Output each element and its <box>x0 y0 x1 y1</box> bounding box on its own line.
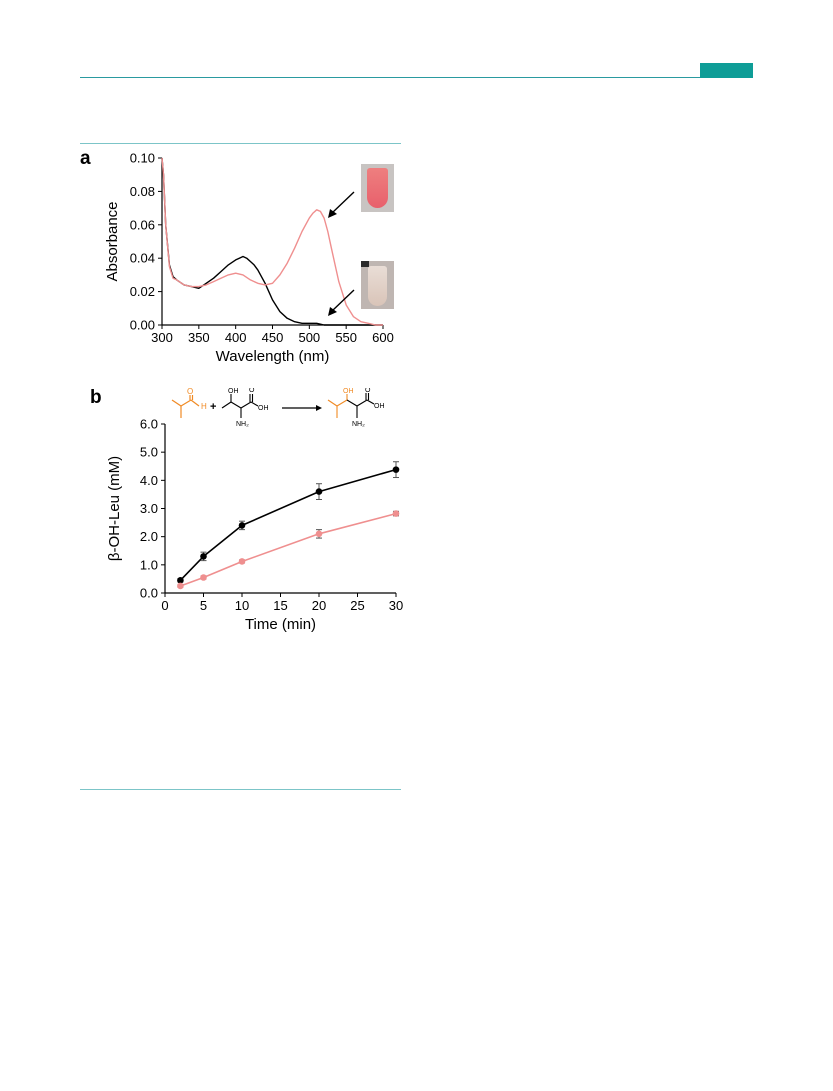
arrow-to-pink-peak <box>331 191 355 214</box>
y-tick-label: 0.10 <box>130 151 155 166</box>
x-tick-label: 30 <box>389 598 403 613</box>
x-tick-label: 450 <box>262 330 284 345</box>
y-tick-label: 4.0 <box>140 473 158 488</box>
y-tick-label: 0.02 <box>130 284 155 299</box>
data-point <box>392 510 400 517</box>
header-rule <box>80 77 753 78</box>
y-tick-label: 3.0 <box>140 501 158 516</box>
pink-vial-photo <box>361 164 394 212</box>
series-pink <box>161 157 383 326</box>
x-tick-label: 500 <box>298 330 320 345</box>
series-pink-line <box>161 157 383 326</box>
y-axis-title: Absorbance <box>104 201 121 281</box>
x-tick-label: 350 <box>188 330 210 345</box>
data-point <box>315 488 323 495</box>
product-oh-label: OH <box>343 388 354 395</box>
data-point <box>177 582 184 590</box>
product-structure <box>327 393 375 418</box>
arrowhead-black <box>328 307 337 316</box>
x-tick-label: 5 <box>200 598 207 613</box>
data-point <box>238 522 246 529</box>
y-tick-label: 2.0 <box>140 529 158 544</box>
product-cooh-label: OH <box>374 403 385 410</box>
x-tick-label: 20 <box>312 598 326 613</box>
x-tick-label: 10 <box>235 598 249 613</box>
series-black <box>161 157 383 326</box>
reaction-arrow <box>282 405 322 411</box>
data-point <box>315 530 323 538</box>
data-point <box>392 466 400 473</box>
x-tick-label: 25 <box>350 598 364 613</box>
series-black-line <box>179 468 397 581</box>
x-tick-label: 15 <box>273 598 287 613</box>
series-pink <box>177 510 400 590</box>
x-tick-label: 400 <box>225 330 247 345</box>
arrowhead-pink <box>328 209 337 218</box>
y-tick-label: 0.08 <box>130 184 155 199</box>
arrow-to-black-baseline <box>331 289 355 312</box>
x-tick-label: 600 <box>372 330 394 345</box>
aldehyde-h-label: H <box>201 402 207 411</box>
aldehyde-o-label: O <box>187 388 193 396</box>
figure-bottom-rule <box>80 789 401 790</box>
panel-a-label: a <box>80 148 91 169</box>
beta-oh-leu-time-course-chart: 0 5 10 15 20 25 30 0.0 1.0 2.0 3.0 4.0 5.0 6.0 Time (m… <box>106 417 403 634</box>
product-o-label: O <box>365 388 371 394</box>
y-tick-label: 5.0 <box>140 445 158 460</box>
y-tick-label: 0.06 <box>130 217 155 232</box>
threonine-cooh-label: OH <box>258 405 269 412</box>
absorbance-spectrum-chart: 300 350 400 450 500 550 600 0.00 0.02 0.04 0.06 0.0… <box>104 151 394 366</box>
threonine-structure <box>221 394 259 418</box>
panel-b-label: b <box>90 387 102 408</box>
series-black-line <box>161 157 383 326</box>
x-axis-title: Time (min) <box>245 616 316 633</box>
y-tick-label: 6.0 <box>140 417 158 432</box>
x-tick-label: 0 <box>161 598 168 613</box>
y-tick-label: 1.0 <box>140 557 158 572</box>
data-point <box>177 577 184 584</box>
y-axis-title: β-OH-Leu (mM) <box>106 456 123 561</box>
x-tick-label: 300 <box>151 330 173 345</box>
series-black <box>177 461 400 584</box>
threonine-o-label: O <box>249 388 255 394</box>
threonine-nh2-label: NH₂ <box>236 421 249 428</box>
data-point <box>200 574 207 581</box>
x-tick-label: 550 <box>335 330 357 345</box>
threonine-oh-label: OH <box>228 388 239 395</box>
data-point <box>200 553 207 560</box>
isobutyraldehyde-structure <box>171 395 200 418</box>
y-tick-label: 0.00 <box>130 318 155 333</box>
journal-tab <box>700 63 753 78</box>
data-point <box>238 558 246 565</box>
product-nh2-label: NH₂ <box>352 421 365 428</box>
y-tick-label: 0.0 <box>140 586 158 601</box>
figure-top-rule <box>80 143 401 144</box>
reaction-scheme: O H + OH O OH NH₂ OH O OH NH₂ <box>171 388 385 428</box>
x-axis-title: Wavelength (nm) <box>216 348 330 365</box>
clear-vial-photo <box>361 261 394 309</box>
plus-sign: + <box>210 401 216 413</box>
y-tick-label: 0.04 <box>130 251 155 266</box>
